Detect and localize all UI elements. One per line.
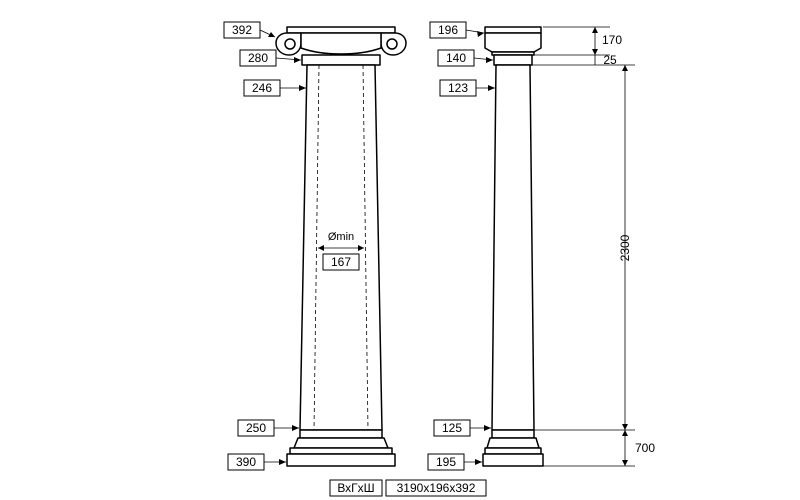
dim-side-capital: 196 <box>430 22 484 38</box>
dim-front-bottomshaft: 250 <box>238 420 299 436</box>
svg-text:140: 140 <box>446 51 466 65</box>
dim-side-neck: 140 <box>438 50 493 66</box>
svg-text:123: 123 <box>448 81 468 95</box>
height-dimensions: 170 25 2300 700 <box>530 27 655 466</box>
svg-text:390: 390 <box>236 455 256 469</box>
front-view: Ømin 167 392 280 246 <box>224 22 406 470</box>
svg-text:Ømin: Ømin <box>328 231 354 243</box>
dim-front-topshaft: 246 <box>244 80 306 96</box>
dim-side-base: 195 <box>428 454 482 470</box>
svg-text:246: 246 <box>252 81 272 95</box>
svg-text:ВхГхШ: ВхГхШ <box>337 481 374 495</box>
svg-text:250: 250 <box>246 421 266 435</box>
svg-text:195: 195 <box>436 455 456 469</box>
dim-side-bottomshaft: 125 <box>434 420 491 436</box>
dim-front-base: 390 <box>228 454 286 470</box>
dim-base-height: 700 <box>635 441 655 455</box>
technical-drawing: Ømin 167 392 280 246 <box>0 0 800 500</box>
overall-dimensions: ВхГхШ 3190х196х392 <box>330 480 486 496</box>
dim-neck-height: 25 <box>603 53 617 67</box>
svg-text:167: 167 <box>331 255 351 269</box>
svg-text:196: 196 <box>438 23 458 37</box>
side-view: 196 140 123 125 195 <box>428 22 543 470</box>
svg-text:125: 125 <box>442 421 462 435</box>
svg-text:392: 392 <box>232 23 252 37</box>
dim-cap-height: 170 <box>602 33 622 47</box>
svg-text:3190х196х392: 3190х196х392 <box>397 481 476 495</box>
svg-text:280: 280 <box>248 51 268 65</box>
dim-front-capital: 392 <box>224 22 275 38</box>
dim-shaft-height: 2300 <box>618 234 632 261</box>
dim-side-topshaft: 123 <box>440 80 495 96</box>
